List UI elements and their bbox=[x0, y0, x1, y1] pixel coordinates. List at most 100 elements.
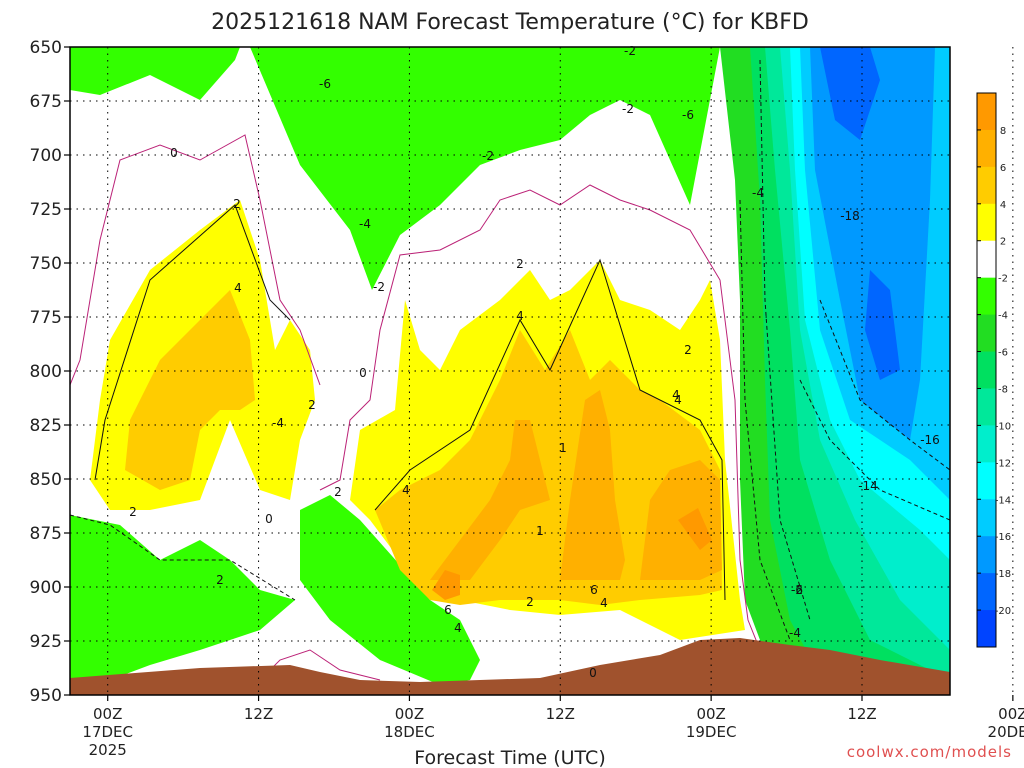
colorbar-swatch bbox=[977, 425, 996, 463]
colorbar-swatch bbox=[977, 573, 996, 611]
colorbar-swatch bbox=[977, 462, 996, 500]
cold-region-upper-left bbox=[70, 47, 240, 100]
colorbar-label: -16 bbox=[995, 532, 1011, 543]
y-tick-label: 800 bbox=[30, 362, 62, 382]
grid-x bbox=[107, 47, 1014, 695]
contour-label: 0 bbox=[589, 666, 597, 680]
y-axis: 650 675 700 725 750 775 800 825 850 875 900 925 950 bbox=[30, 38, 70, 706]
contour-label: 4 bbox=[234, 281, 242, 295]
cold-band-18 bbox=[810, 47, 935, 440]
x-tick-label: 00Z bbox=[696, 705, 725, 723]
colorbar-swatch bbox=[977, 277, 996, 316]
contour-label: 4 bbox=[672, 388, 680, 402]
colorbar: 8 6 4 2 -2 -4 -6 -8 -10 -12 -14 -16 -18 -20 bbox=[976, 92, 1011, 648]
colorbar-label: -2 bbox=[998, 274, 1008, 285]
contour-label: 0 bbox=[265, 512, 273, 526]
contour-lines bbox=[70, 59, 950, 691]
x-tick-label: 19DEC bbox=[686, 723, 737, 741]
warm-region-mid-6b bbox=[560, 390, 625, 580]
contour-labels: 0-6-4-2-2-2 -6-4-18242-2240-42424-160224-… bbox=[129, 44, 940, 680]
cold-region-lower-left bbox=[70, 515, 295, 680]
contour-label: 2 bbox=[216, 573, 224, 587]
x-axis-label: Forecast Time (UTC) bbox=[414, 747, 605, 768]
y-tick-label: 850 bbox=[30, 470, 62, 490]
contour-label: 4 bbox=[516, 309, 524, 323]
contour-label: 4 bbox=[674, 393, 682, 407]
x-tick-label: 18DEC bbox=[384, 723, 435, 741]
contour-label: 2 bbox=[526, 595, 534, 609]
y-tick-label: 650 bbox=[30, 38, 62, 58]
colorbar-swatch bbox=[977, 314, 996, 353]
contour-label: 4 bbox=[454, 621, 462, 635]
colorbar-swatch bbox=[977, 129, 996, 168]
terrain bbox=[70, 638, 950, 695]
colorbar-label: -4 bbox=[998, 311, 1008, 322]
contour-label: 0 bbox=[359, 366, 367, 380]
contour-label: -2 bbox=[373, 280, 385, 294]
colorbar-label: -18 bbox=[995, 569, 1011, 580]
colorbar-label: -10 bbox=[995, 421, 1011, 432]
x-tick-label: 00Z bbox=[93, 705, 122, 723]
x-tick-label: 2025 bbox=[89, 741, 127, 759]
contour-label: 2 bbox=[233, 197, 241, 211]
y-tick-label: 950 bbox=[30, 686, 62, 706]
cold-region-upper bbox=[70, 47, 720, 290]
contour-label: -2 bbox=[624, 44, 636, 58]
y-tick-label: 775 bbox=[30, 308, 62, 328]
colorbar-swatch bbox=[977, 499, 996, 537]
contour-label: -4 bbox=[272, 416, 284, 430]
contour-label: 1 bbox=[559, 441, 567, 455]
contour-four-mid bbox=[374, 258, 726, 601]
contour-label: 2 bbox=[308, 398, 316, 412]
colorbar-swatch bbox=[977, 610, 996, 648]
contour-label: -18 bbox=[840, 209, 860, 223]
contour-label: -2 bbox=[482, 149, 494, 163]
contour-minus-four bbox=[739, 199, 791, 641]
colorbar-swatch bbox=[977, 166, 996, 205]
x-tick-label: 20DEC bbox=[988, 723, 1024, 741]
contour-zero-mid bbox=[319, 184, 761, 651]
contour-label: -4 bbox=[752, 186, 764, 200]
contour-label: 1 bbox=[536, 524, 544, 538]
x-tick-label: 12Z bbox=[546, 705, 575, 723]
contour-label: -6 bbox=[319, 77, 331, 91]
x-tick-label: 12Z bbox=[847, 705, 876, 723]
colorbar-label: 4 bbox=[1000, 200, 1006, 211]
cold-band-20 bbox=[820, 47, 880, 140]
y-tick-label: 750 bbox=[30, 254, 62, 274]
warm-region-mid-8 bbox=[432, 570, 460, 600]
warm-region-mid-8b bbox=[678, 508, 712, 550]
credit-text: coolwx.com/models bbox=[847, 743, 1012, 761]
colorbar-swatch bbox=[977, 388, 996, 426]
colorbar-swatch bbox=[977, 203, 996, 242]
temperature-fill bbox=[70, 47, 950, 695]
contour-label: -6 bbox=[682, 108, 694, 122]
contour-label: -4 bbox=[359, 217, 371, 231]
contour-label: 2 bbox=[129, 505, 137, 519]
x-tick-label: 17DEC bbox=[82, 723, 133, 741]
contour-label: 6 bbox=[444, 603, 452, 617]
y-tick-label: 875 bbox=[30, 524, 62, 544]
x-tick-label: 00Z bbox=[395, 705, 424, 723]
contour-zero-left bbox=[70, 134, 321, 386]
contour-label: 4 bbox=[402, 483, 410, 497]
contour-label: 6 bbox=[590, 583, 598, 597]
y-tick-label: 700 bbox=[30, 146, 62, 166]
colorbar-swatch bbox=[977, 351, 996, 389]
warm-region-left-4 bbox=[125, 290, 255, 490]
colorbar-swatch bbox=[977, 93, 996, 131]
contour-label: 2 bbox=[684, 343, 692, 357]
y-tick-label: 675 bbox=[30, 92, 62, 112]
colorbar-label: -8 bbox=[998, 384, 1008, 395]
colorbar-label: -12 bbox=[995, 458, 1011, 469]
x-tick-label: 12Z bbox=[244, 705, 273, 723]
contour-label: 4 bbox=[600, 596, 608, 610]
warm-region-mid-4 bbox=[375, 330, 722, 605]
chart-title: 2025121618 NAM Forecast Temperature (°C)… bbox=[211, 10, 809, 35]
colorbar-frame bbox=[976, 92, 997, 648]
contour-label: -6 bbox=[791, 583, 803, 597]
contour-label: -2 bbox=[622, 102, 634, 116]
warm-region-mid-6a bbox=[430, 420, 550, 580]
